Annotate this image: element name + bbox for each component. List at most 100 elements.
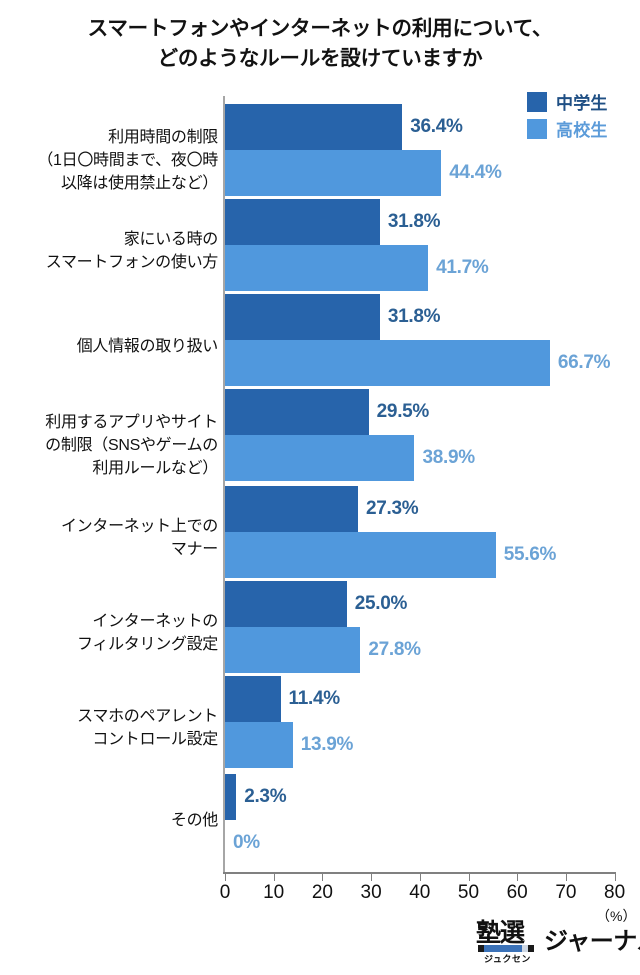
page-title: スマートフォンやインターネットの利用について、 どのようなルールを設けていますか [0, 14, 640, 74]
bar-高校生 [225, 627, 361, 673]
bar-row: 66.7% [225, 340, 611, 386]
bar-value-label: 13.9% [300, 734, 354, 755]
bar-row: 11.4% [225, 676, 353, 722]
bar-中学生 [225, 676, 281, 722]
bar-pair: 36.4% 44.4% [225, 104, 502, 196]
x-axis-unit: （%） [596, 908, 637, 924]
bar-中学生 [225, 104, 403, 150]
bar-中学生 [225, 389, 369, 435]
category-label: インターネットの フィルタリング設定 [77, 613, 218, 653]
x-tick-label: 40 [409, 882, 431, 903]
bar-中学生 [225, 774, 237, 820]
x-tick [273, 872, 275, 881]
category-label: 利用するアプリやサイト の制限（SNSやゲームの 利用ルールなど） [45, 413, 218, 477]
x-tick-label: 50 [457, 882, 480, 903]
bar-pair: 11.4% 13.9% [225, 676, 353, 768]
legend-item-high-school: 高校生 [527, 115, 637, 142]
bar-row: 0% [225, 820, 286, 866]
bar-高校生 [225, 722, 293, 768]
x-tick [322, 872, 324, 881]
x-tick [371, 872, 373, 881]
x-tick-label: 80 [604, 882, 626, 903]
bar-高校生 [225, 435, 415, 481]
bar-value-label: 27.3% [365, 498, 419, 519]
x-tick [565, 872, 567, 881]
bar-row: 27.8% [225, 627, 421, 673]
bar-value-label: 25.0% [354, 593, 408, 614]
bar-中学生 [225, 199, 380, 245]
bar-value-label: 38.9% [422, 447, 475, 468]
bar-高校生 [225, 245, 429, 291]
x-axis: 0 10 20 30 40 50 60 70 80 （%） [0, 872, 640, 932]
bar-pair: 31.8% 41.7% [225, 199, 489, 291]
bar-value-label: 55.6% [503, 544, 557, 565]
x-tick-label: 0 [219, 882, 231, 903]
logo-mark: 塾選 ジュクセン [476, 918, 538, 964]
bar-pair: 29.5% 38.9% [225, 389, 475, 481]
category-label: インターネット上での マナー [60, 518, 218, 558]
bar-row: 29.5% [225, 389, 475, 435]
x-tick [468, 872, 470, 881]
legend-item-junior-high: 中学生 [527, 88, 637, 115]
category-label: スマホのペアレント コントロール設定 [77, 708, 218, 748]
bar-value-label: 66.7% [557, 352, 611, 373]
bar-row: 2.3% [225, 774, 287, 820]
bar-value-label: 11.4% [288, 688, 341, 709]
bar-value-label: 41.7% [436, 257, 489, 278]
bar-value-label: 0% [233, 832, 260, 853]
bar-row: 13.9% [225, 722, 353, 768]
bar-中学生 [225, 294, 380, 340]
x-tick-label: 20 [311, 882, 333, 903]
bar-row: 36.4% [225, 104, 502, 150]
logo-kanji: 塾選 [476, 918, 525, 947]
bar-row: 55.6% [225, 532, 556, 578]
bar-pair: 27.3% 55.6% [225, 486, 556, 578]
bar-value-label: 31.8% [387, 306, 441, 327]
logo-wordmark: ジャーナル [544, 928, 640, 955]
bar-row: 31.8% [225, 294, 610, 340]
category-label: その他 [170, 811, 218, 829]
legend-swatch-high-school [527, 118, 547, 139]
bar-中学生 [225, 486, 358, 532]
legend-swatch-junior-high [527, 91, 547, 112]
x-tick [614, 872, 616, 881]
x-tick [225, 872, 226, 881]
x-tick-label: 70 [555, 882, 577, 903]
title-line-2: どのようなルールを設けていますか [157, 47, 483, 70]
bar-value-label: 36.4% [410, 116, 463, 137]
bar-value-label: 27.8% [368, 639, 421, 660]
bar-pair: 25.0% 27.8% [225, 581, 421, 673]
brand-logo: 塾選 ジュクセン ジャーナル [476, 919, 640, 965]
logo-ruby: ジュクセン [484, 954, 531, 964]
bar-pair: 2.3% 0% [225, 774, 287, 866]
x-tick [517, 872, 519, 881]
bar-value-label: 31.8% [387, 211, 441, 232]
legend-label-high-school: 高校生 [556, 121, 608, 140]
x-tick [419, 872, 421, 881]
y-axis-line [223, 96, 225, 872]
bar-chart: 利用時間の制限 （1日〇時間まで、夜〇時 以降は使用禁止など） 36.4% 44.4… [0, 96, 640, 876]
legend-label-junior-high: 中学生 [556, 94, 608, 113]
title-line-1: スマートフォンやインターネットの利用について、 [87, 17, 553, 40]
category-label: 個人情報の取り扱い [76, 337, 219, 355]
pencil-icon [478, 945, 534, 952]
x-tick-label: 30 [360, 882, 382, 903]
bar-row: 38.9% [225, 435, 475, 481]
category-label: 家にいる時の スマートフォンの使い方 [45, 231, 219, 271]
bar-row: 31.8% [225, 199, 488, 245]
bar-row: 44.4% [225, 150, 502, 196]
bar-value-label: 44.4% [449, 162, 502, 183]
bar-中学生 [225, 581, 347, 627]
bar-value-label: 2.3% [244, 786, 287, 807]
category-label: 利用時間の制限 （1日〇時間まで、夜〇時 以降は使用禁止など） [37, 128, 218, 192]
bar-pair: 31.8% 66.7% [225, 294, 611, 386]
bar-高校生 [225, 340, 550, 386]
x-axis-baseline [223, 872, 615, 874]
bar-value-label: 29.5% [376, 401, 430, 422]
bar-高校生 [225, 532, 496, 578]
bar-row: 25.0% [225, 581, 421, 627]
x-tick-label: 10 [263, 882, 285, 903]
bar-高校生 [225, 150, 442, 196]
x-tick-label: 60 [506, 882, 528, 903]
